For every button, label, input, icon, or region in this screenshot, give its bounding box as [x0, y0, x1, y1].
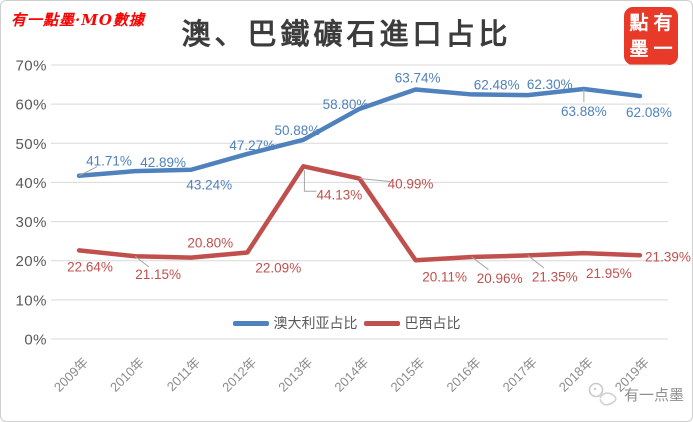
seal-char: 一	[653, 37, 673, 60]
brand-text: 有一點墨·MO數據	[11, 11, 145, 29]
label-leader-line	[78, 166, 98, 177]
label-leader-line	[134, 255, 150, 268]
seal-char: 點	[629, 11, 649, 34]
data-label: 62.30%	[527, 77, 573, 92]
data-label: 21.35%	[532, 269, 578, 284]
data-label: 63.74%	[395, 71, 441, 86]
data-label: 20.96%	[477, 271, 523, 286]
label-leader-line	[527, 255, 545, 269]
series-line-brazil	[76, 164, 643, 263]
y-tick-label: 60%	[15, 97, 47, 114]
data-label: 42.89%	[140, 155, 186, 170]
label-leader-line	[359, 178, 391, 183]
x-tick-label: 2015年	[387, 355, 427, 395]
series-line-australia	[76, 86, 643, 178]
data-label: 41.71%	[86, 154, 132, 169]
label-leader-line	[303, 170, 317, 192]
y-tick-label: 50%	[15, 136, 47, 153]
watermark-label: 有一点墨	[623, 386, 684, 404]
y-tick-label: 20%	[15, 253, 47, 270]
x-tick-label: 2017年	[500, 355, 540, 395]
ink-blob-logo-icon	[588, 382, 617, 406]
y-tick-label: 30%	[15, 214, 47, 231]
data-label: 22.09%	[255, 261, 301, 276]
chart-title: 澳、巴鐵礦石進口占比	[181, 17, 512, 51]
y-tick-label: 70%	[15, 58, 47, 75]
data-label: 63.88%	[561, 104, 607, 119]
x-tick-label: 2011年	[164, 355, 204, 395]
seal-char: 有	[653, 11, 673, 34]
data-label: 21.39%	[645, 249, 691, 264]
data-label: 21.95%	[586, 266, 632, 281]
data-label: 22.64%	[67, 259, 113, 274]
data-label: 20.80%	[187, 236, 233, 251]
data-label: 44.13%	[317, 187, 363, 202]
data-label: 62.08%	[626, 105, 672, 120]
data-label: 20.11%	[422, 269, 467, 284]
x-tick-label: 2016年	[444, 355, 484, 395]
data-label: 62.48%	[474, 77, 520, 92]
data-label: 58.80%	[323, 97, 369, 112]
seal-char: 墨	[629, 37, 649, 60]
x-tick-label: 2013年	[275, 355, 315, 395]
x-tick-label: 2009年	[51, 355, 91, 395]
x-tick-label: 2012年	[219, 355, 259, 395]
label-leader-line	[471, 256, 489, 270]
x-tick-label: 2014年	[331, 355, 371, 395]
y-tick-label: 40%	[15, 175, 47, 192]
data-label: 40.99%	[388, 177, 434, 192]
brand-seal: 點 有 墨 一	[624, 7, 678, 65]
data-label: 50.88%	[275, 123, 321, 138]
data-label: 47.27%	[229, 138, 275, 153]
data-label: 21.15%	[135, 267, 181, 282]
x-tick-label: 2010年	[107, 355, 147, 395]
data-label: 43.24%	[186, 178, 232, 193]
y-tick-label: 0%	[24, 332, 47, 349]
y-tick-label: 10%	[15, 292, 47, 309]
watermark: 有一点墨	[587, 381, 684, 407]
